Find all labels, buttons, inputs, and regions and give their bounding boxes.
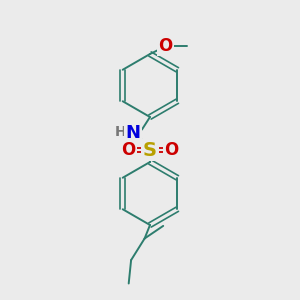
Text: O: O [164,141,179,159]
Text: S: S [143,140,157,160]
Text: H: H [115,125,127,139]
Text: O: O [158,37,173,55]
Text: O: O [121,141,136,159]
Text: N: N [125,124,140,142]
